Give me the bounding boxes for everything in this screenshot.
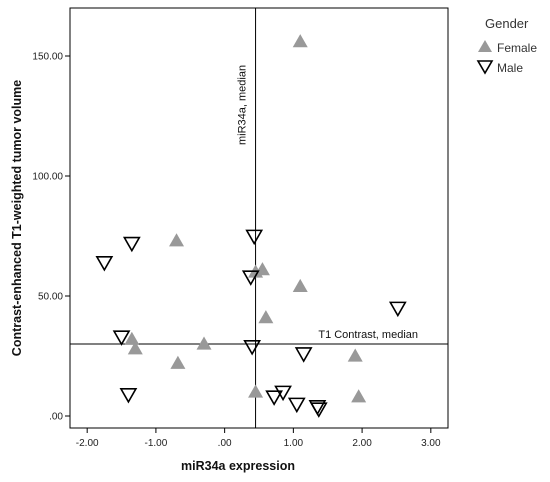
y-tick-label: 50.00 [38,292,63,303]
legend-female-label: Female [497,41,537,55]
horizontal-reference-label: T1 Contrast, median [318,329,418,341]
legend-male-marker [476,60,494,75]
female-point [248,384,264,398]
legend: Gender Female Male [476,16,537,75]
female-point [351,389,367,403]
male-point [388,301,407,318]
y-axis-ticks: .00 50.00 100.00 150.00 [32,52,70,423]
x-tick-label: 2.00 [352,438,372,449]
male-point [265,390,283,406]
female-point [258,310,274,324]
female-point [347,348,363,362]
male-point [119,387,138,404]
male-point [245,229,264,246]
female-point [169,233,185,247]
x-tick-label: -2.00 [76,438,99,449]
female-point [127,341,143,355]
plot-frame [69,7,449,429]
x-tick-label: -1.00 [145,438,168,449]
vertical-reference-label: miR34a, median [237,65,249,145]
male-point [243,339,262,356]
male-point [287,397,306,414]
y-tick-label: .00 [49,412,63,423]
legend-title: Gender [485,16,529,31]
legend-female-marker [478,40,492,52]
y-tick-label: 150.00 [32,52,63,63]
x-tick-label: 3.00 [421,438,441,449]
data-points [95,34,407,418]
female-point [124,331,140,345]
female-point [196,336,212,350]
male-point [294,347,313,363]
male-point [112,330,131,346]
y-tick-label: 100.00 [32,172,63,183]
male-point [309,402,328,418]
male-point [122,236,141,253]
x-axis-ticks: -2.00 -1.00 .00 1.00 2.00 3.00 [76,428,441,449]
male-point [95,255,114,272]
female-point [292,278,308,293]
male-point [274,385,292,402]
x-tick-label: .00 [218,438,232,449]
female-point [170,355,186,369]
male-point [241,270,260,286]
legend-male-label: Male [497,61,523,75]
female-point [292,34,308,48]
x-tick-label: 1.00 [284,438,304,449]
y-axis-title: Contrast-enhanced T1-weighted tumor volu… [10,80,24,356]
x-axis-title: miR34a expression [181,459,295,473]
